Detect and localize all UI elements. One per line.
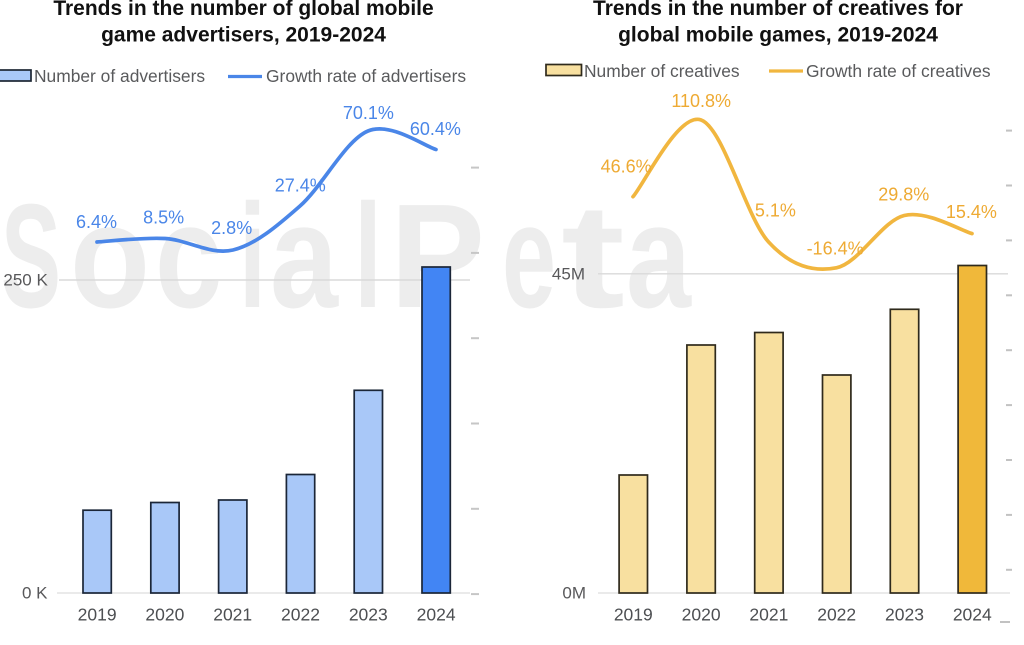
- svg-text:250 K: 250 K: [3, 271, 48, 290]
- svg-text:i: i: [239, 174, 266, 339]
- svg-text:8.5%: 8.5%: [143, 208, 184, 228]
- svg-text:Trends in the number of creati: Trends in the number of creatives for: [593, 0, 963, 20]
- svg-text:60.4%: 60.4%: [410, 119, 461, 139]
- svg-text:2019: 2019: [614, 605, 653, 625]
- svg-text:Trends in the number of global: Trends in the number of global mobile: [53, 0, 433, 20]
- svg-text:a: a: [626, 174, 692, 339]
- svg-text:e: e: [502, 174, 556, 339]
- svg-text:2020: 2020: [682, 605, 721, 625]
- svg-text:2020: 2020: [145, 605, 184, 625]
- svg-text:t: t: [561, 174, 625, 339]
- svg-text:46.6%: 46.6%: [601, 157, 652, 177]
- svg-text:Growth rate of creatives: Growth rate of creatives: [806, 61, 991, 81]
- svg-text:2019: 2019: [78, 605, 117, 625]
- svg-text:c: c: [155, 174, 222, 339]
- svg-text:2021: 2021: [213, 605, 252, 625]
- svg-text:l: l: [354, 174, 382, 339]
- svg-text:15.4%: 15.4%: [946, 202, 997, 222]
- svg-text:5.1%: 5.1%: [755, 201, 796, 221]
- svg-text:2022: 2022: [281, 605, 320, 625]
- svg-text:Number of advertisers: Number of advertisers: [34, 66, 205, 86]
- svg-text:2022: 2022: [817, 605, 856, 625]
- svg-text:2024: 2024: [417, 605, 456, 625]
- svg-text:S: S: [1, 174, 61, 339]
- svg-text:Growth rate of advertisers: Growth rate of advertisers: [266, 66, 466, 86]
- svg-text:2023: 2023: [885, 605, 924, 625]
- svg-text:27.4%: 27.4%: [275, 176, 326, 196]
- svg-text:0 K: 0 K: [22, 584, 48, 603]
- svg-text:-16.4%: -16.4%: [807, 239, 864, 259]
- svg-text:45M: 45M: [552, 264, 585, 283]
- svg-text:o: o: [70, 174, 150, 339]
- svg-text:2024: 2024: [953, 605, 992, 625]
- svg-text:2021: 2021: [749, 605, 788, 625]
- svg-text:global mobile games, 2019-2024: global mobile games, 2019-2024: [618, 23, 938, 46]
- svg-text:29.8%: 29.8%: [878, 185, 929, 205]
- svg-text:110.8%: 110.8%: [671, 91, 731, 111]
- svg-text:2.8%: 2.8%: [211, 218, 252, 238]
- svg-text:2023: 2023: [349, 605, 388, 625]
- svg-text:Number of creatives: Number of creatives: [584, 61, 740, 81]
- svg-text:6.4%: 6.4%: [76, 212, 117, 232]
- svg-text:game advertisers, 2019-2024: game advertisers, 2019-2024: [101, 23, 386, 46]
- svg-text:70.1%: 70.1%: [343, 103, 394, 123]
- svg-text:0M: 0M: [562, 584, 586, 603]
